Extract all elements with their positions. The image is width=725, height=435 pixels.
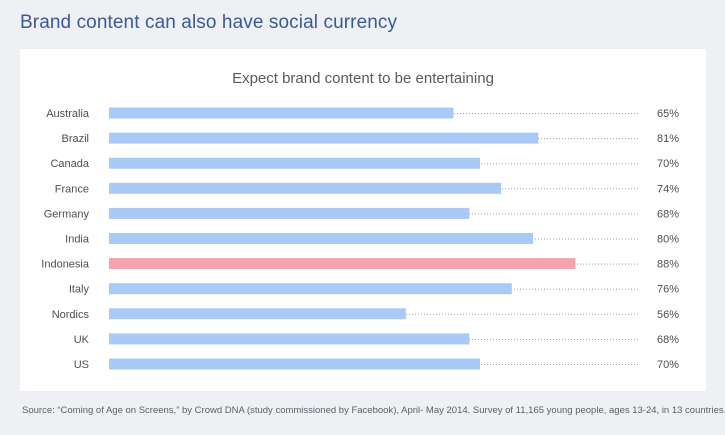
- value-label: 88%: [657, 259, 679, 271]
- bar-chart: Australia 65% Brazil 81% Canada 70% France 74% G…: [41, 107, 679, 371]
- chart-card: Expect brand content to be entertaining …: [20, 49, 706, 391]
- bar-uk: [109, 333, 470, 345]
- bar-canada: [109, 157, 480, 169]
- category-label: Canada: [50, 158, 89, 170]
- bar-brazil: [109, 132, 539, 144]
- bar-germany: [109, 207, 470, 219]
- chart-title: Expect brand content to be entertaining: [232, 70, 494, 87]
- bar-indonesia: [109, 258, 576, 270]
- value-label: 81%: [657, 133, 679, 145]
- value-label: 68%: [657, 334, 679, 346]
- value-label: 76%: [657, 284, 679, 296]
- value-label: 68%: [657, 208, 679, 220]
- bar-nordics: [109, 308, 406, 320]
- category-label: US: [74, 359, 89, 371]
- bar-us: [109, 358, 480, 370]
- category-label: Italy: [69, 284, 90, 296]
- value-label: 80%: [657, 234, 679, 246]
- bar-italy: [109, 283, 512, 295]
- bar-india: [109, 233, 533, 244]
- bar-france: [109, 182, 502, 194]
- value-label: 70%: [657, 158, 679, 170]
- category-label: India: [65, 234, 90, 246]
- value-label: 74%: [657, 183, 679, 195]
- value-label: 70%: [657, 359, 679, 371]
- category-label: UK: [74, 334, 90, 346]
- page-title: Brand content can also have social curre…: [20, 12, 398, 33]
- category-label: Nordics: [52, 309, 90, 321]
- bar-australia: [109, 107, 454, 119]
- category-label: Brazil: [61, 133, 89, 145]
- source-note: Source: “Coming of Age on Screens,” by C…: [22, 405, 725, 416]
- category-label: Indonesia: [41, 259, 90, 271]
- category-label: Germany: [44, 208, 90, 220]
- category-label: France: [55, 183, 89, 195]
- value-label: 56%: [657, 309, 679, 321]
- category-label: Australia: [46, 108, 90, 120]
- value-label: 65%: [657, 108, 679, 120]
